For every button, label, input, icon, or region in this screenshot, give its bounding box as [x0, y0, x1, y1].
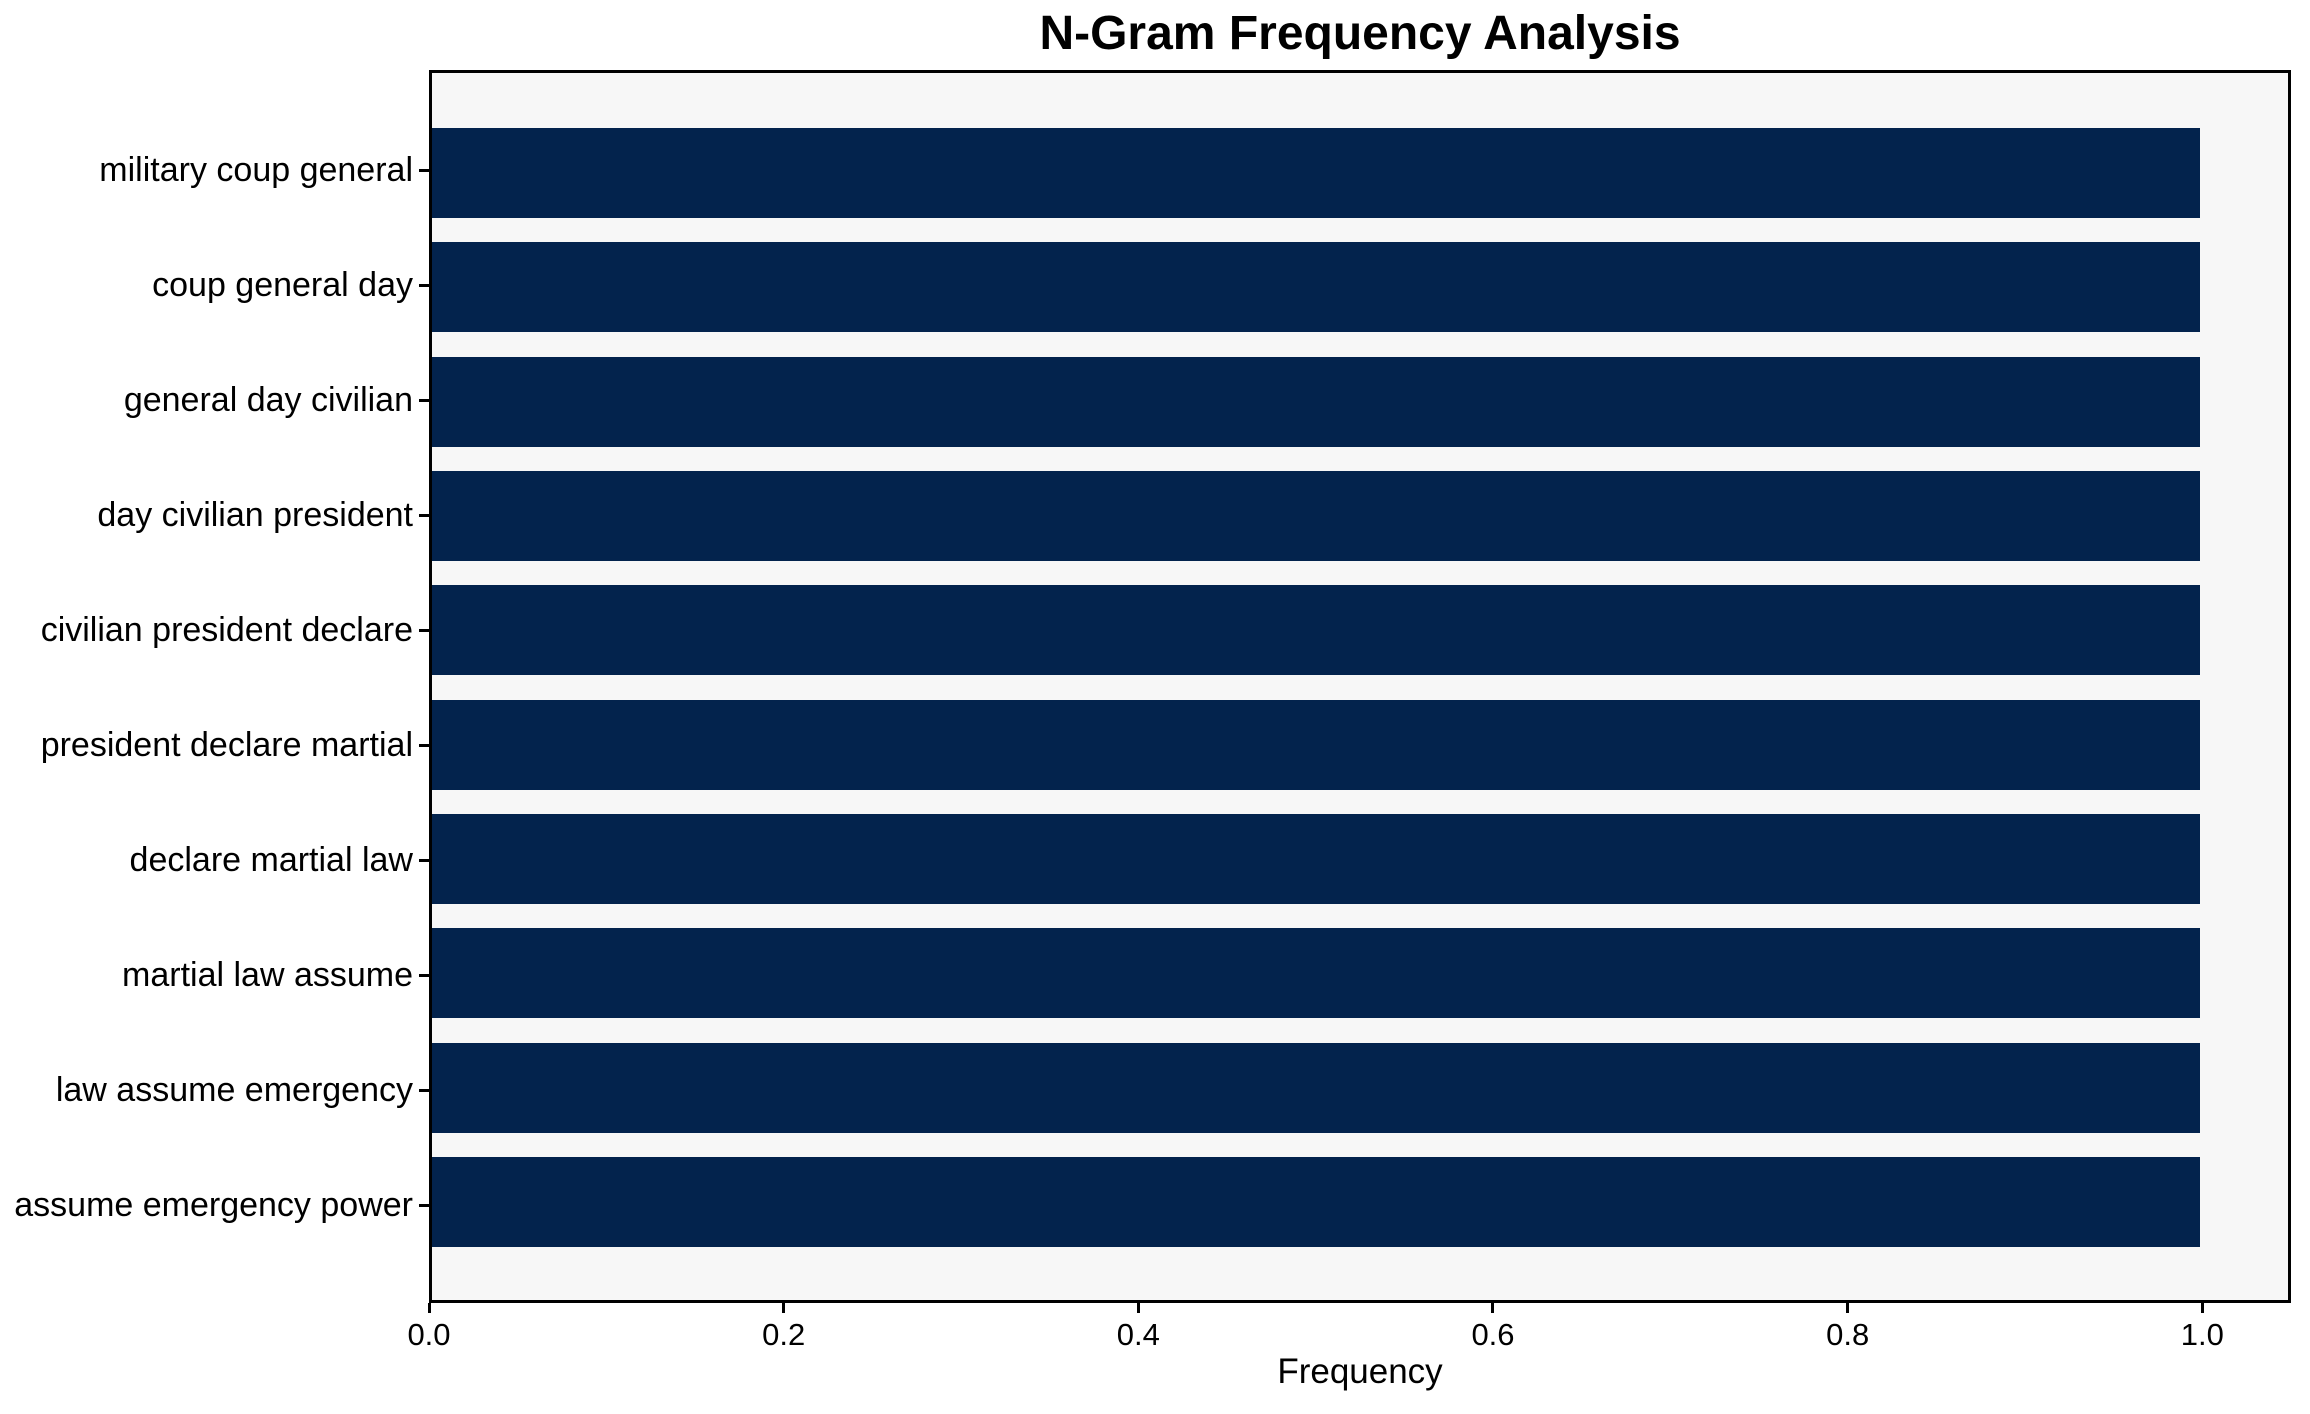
- x-axis: 0.0 0.2 0.4 0.6 0.8 1.0: [407, 1303, 2291, 1363]
- x-tick-label: 0.8: [1826, 1317, 1870, 1352]
- y-tick-mark: [419, 973, 429, 977]
- y-tick-mark: [419, 398, 429, 402]
- y-tick-label: general day civilian: [123, 380, 413, 419]
- x-tick-label: 0.6: [1471, 1317, 1515, 1352]
- bar: [432, 585, 2200, 676]
- x-tick-label: 1.0: [2180, 1317, 2224, 1352]
- y-tick-mark: [419, 628, 429, 632]
- bar: [432, 242, 2200, 333]
- y-tick-mark: [419, 1203, 429, 1207]
- y-tick-mark: [419, 1088, 429, 1092]
- bar: [432, 813, 2200, 904]
- y-tick-row: martial law assume: [0, 930, 429, 1020]
- x-tick-label: 0.0: [407, 1317, 451, 1352]
- y-tick-label: declare martial law: [129, 840, 413, 879]
- bar: [432, 128, 2200, 218]
- x-tick-mark: [427, 1303, 431, 1313]
- bar: [432, 356, 2200, 447]
- y-tick-mark: [419, 168, 429, 172]
- y-axis-labels: military coup general coup general day gen…: [0, 70, 429, 1303]
- x-tick-label: 0.4: [1116, 1317, 1160, 1352]
- y-tick-row: coup general day: [0, 240, 429, 330]
- y-tick-label: day civilian president: [97, 495, 413, 534]
- y-tick-row: president declare martial: [0, 700, 429, 790]
- y-tick-label: military coup general: [99, 150, 413, 189]
- y-tick-mark: [419, 858, 429, 862]
- x-tick-mark: [1136, 1303, 1140, 1313]
- x-tick-mark: [1491, 1303, 1495, 1313]
- y-tick-label: martial law assume: [122, 955, 413, 994]
- y-tick-mark: [419, 743, 429, 747]
- y-tick-label: coup general day: [152, 265, 413, 304]
- bar: [432, 1156, 2200, 1247]
- y-tick-row: law assume emergency: [0, 1045, 429, 1135]
- x-tick-label: 0.2: [762, 1317, 806, 1352]
- y-tick-label: president declare martial: [40, 725, 413, 764]
- x-axis-title: Frequency: [1277, 1352, 1443, 1391]
- y-tick-row: civilian president declare: [0, 585, 429, 675]
- y-tick-mark: [419, 283, 429, 287]
- y-tick-mark: [419, 513, 429, 517]
- bars-layer: [432, 73, 2288, 1300]
- y-tick-row: assume emergency power: [0, 1160, 429, 1250]
- chart-title: N-Gram Frequency Analysis: [1039, 7, 1681, 60]
- y-tick-row: military coup general: [0, 125, 429, 215]
- x-tick-mark: [2200, 1303, 2204, 1313]
- x-tick-mark: [1846, 1303, 1850, 1313]
- bar: [432, 1042, 2200, 1133]
- y-tick-label: assume emergency power: [14, 1185, 413, 1224]
- y-tick-label: civilian president declare: [40, 610, 413, 649]
- y-tick-label: law assume emergency: [55, 1070, 413, 1109]
- y-tick-row: general day civilian: [0, 355, 429, 445]
- bar: [432, 699, 2200, 790]
- bar: [432, 928, 2200, 1019]
- plot-area: [429, 70, 2291, 1303]
- y-tick-row: declare martial law: [0, 815, 429, 905]
- x-tick-mark: [782, 1303, 786, 1313]
- bar: [432, 470, 2200, 561]
- y-tick-row: day civilian president: [0, 470, 429, 560]
